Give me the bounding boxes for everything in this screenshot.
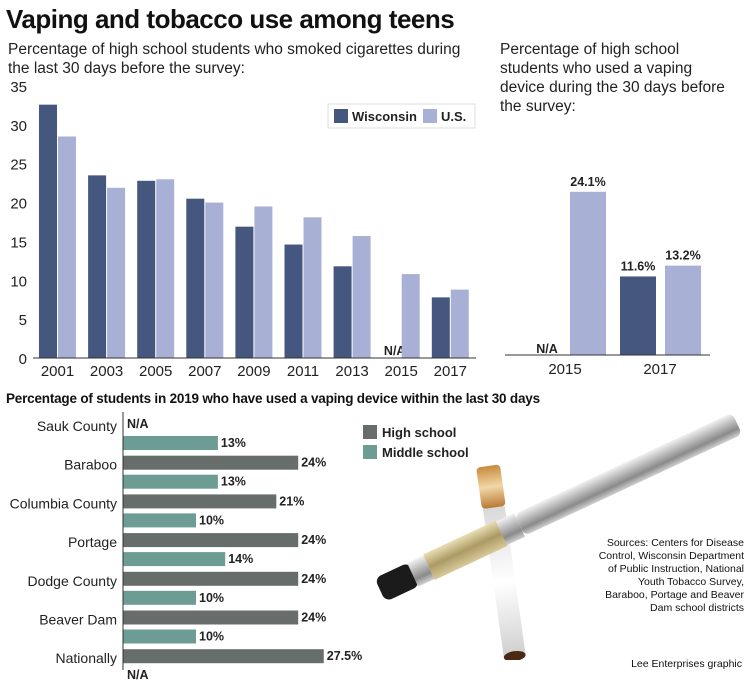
missing-label: N/A bbox=[127, 417, 149, 431]
bar-high-school-2 bbox=[123, 494, 277, 509]
bar-value-label: 24.1% bbox=[570, 175, 605, 189]
x-tick-label: 2009 bbox=[237, 363, 270, 380]
e-cigarette-photo bbox=[376, 414, 741, 660]
legend-swatch-us bbox=[423, 109, 437, 123]
bar-vaping-2017-0 bbox=[620, 276, 656, 355]
y-tick-label: 25 bbox=[10, 157, 27, 174]
bar-wisconsin-2009 bbox=[235, 226, 254, 358]
bar-value-label: 24% bbox=[301, 572, 326, 586]
x-tick-label: 2013 bbox=[335, 363, 368, 380]
bar-wisconsin-2007 bbox=[186, 198, 205, 358]
legend-label-middle-school: Middle school bbox=[382, 445, 469, 460]
bar-value-label: 27.5% bbox=[327, 649, 362, 663]
bar-value-label: 11.6% bbox=[621, 259, 656, 273]
bar-value-label: 14% bbox=[228, 552, 253, 566]
bar-value-label: 10% bbox=[199, 630, 224, 644]
x-tick-label: 2005 bbox=[139, 363, 172, 380]
bar-middle-school-4 bbox=[123, 590, 196, 605]
vaping-bar-chart: N/A 24.1% 2015 11.6% 13.2% 2017 bbox=[505, 175, 710, 378]
x-tick-label: 2017 bbox=[643, 361, 676, 378]
bar-middle-school-1 bbox=[123, 474, 218, 489]
category-label: Baraboo bbox=[64, 457, 117, 473]
category-label: Nationally bbox=[56, 650, 117, 666]
missing-label: N/A bbox=[127, 668, 149, 682]
y-tick-label: 20 bbox=[10, 196, 27, 213]
bar-us-2015 bbox=[401, 274, 420, 358]
category-label: Columbia County bbox=[10, 495, 117, 511]
y-tick-label: 5 bbox=[19, 312, 27, 329]
page-title: Vaping and tobacco use among teens bbox=[6, 4, 455, 34]
bar-value-label: 24% bbox=[301, 456, 326, 470]
x-tick-label: 2015 bbox=[385, 363, 418, 380]
bar-value-label: 13.2% bbox=[665, 249, 700, 263]
legend-swatch-middle-school bbox=[363, 445, 377, 459]
bar-wisconsin-2003 bbox=[88, 175, 107, 358]
legend-swatch-high-school bbox=[363, 425, 377, 439]
bar-wisconsin-2013 bbox=[333, 266, 352, 358]
bar-wisconsin-2001 bbox=[39, 104, 57, 358]
bar-value-label: 13% bbox=[221, 475, 246, 489]
legend-box bbox=[327, 103, 476, 129]
bar-high-school-1 bbox=[123, 455, 299, 470]
bar-us-2013 bbox=[352, 235, 371, 358]
y-tick-label: 0 bbox=[19, 351, 27, 368]
credit-note: Lee Enterprises graphic bbox=[631, 658, 742, 670]
bar-value-label: 21% bbox=[279, 494, 304, 508]
bar-us-2001 bbox=[58, 136, 76, 358]
cigarette-bar-chart: 0 5 10 15 20 25 30 35 2001 2003 2005 2007 2009 2011 20… bbox=[10, 79, 476, 380]
y-tick-label: 10 bbox=[10, 273, 27, 290]
x-tick-label: 2001 bbox=[41, 363, 74, 380]
y-tick-label: 35 bbox=[10, 79, 27, 96]
bar-us-2007 bbox=[205, 202, 224, 358]
bar-us-2011 bbox=[303, 217, 322, 358]
county-bar-chart: Sauk County N/A 13% Baraboo 24% 13% Columbia C… bbox=[10, 412, 469, 682]
missing-label: N/A bbox=[536, 342, 558, 356]
bar-high-school-6 bbox=[123, 649, 324, 664]
bar-middle-school-0 bbox=[123, 436, 218, 450]
county-chart-title: Percentage of students in 2019 who have … bbox=[6, 391, 540, 406]
x-tick-label: 2017 bbox=[434, 363, 467, 380]
missing-label: N/A bbox=[384, 344, 406, 358]
bar-value-label: 10% bbox=[199, 591, 224, 605]
sources-note: Sources: Centers for Disease Control, Wi… bbox=[598, 537, 744, 614]
bar-high-school-4 bbox=[123, 571, 299, 586]
bar-us-2005 bbox=[156, 179, 175, 358]
cigarette-chart-title: Percentage of high school students who s… bbox=[8, 41, 461, 77]
x-tick-label: 2007 bbox=[188, 363, 221, 380]
bar-middle-school-2 bbox=[123, 513, 196, 528]
bar-wisconsin-2017 bbox=[431, 297, 450, 358]
bar-wisconsin-2011 bbox=[284, 244, 303, 358]
bar-value-label: 24% bbox=[301, 533, 326, 547]
bar-vaping-2017-1 bbox=[665, 265, 701, 355]
category-label: Dodge County bbox=[27, 573, 117, 589]
bar-us-2009 bbox=[254, 206, 273, 358]
bar-us-2017 bbox=[450, 289, 469, 358]
bar-middle-school-5 bbox=[123, 629, 196, 644]
x-tick-label: 2003 bbox=[90, 363, 123, 380]
bar-value-label: 10% bbox=[199, 513, 224, 527]
legend-label-wisconsin: Wisconsin bbox=[352, 109, 417, 124]
bar-high-school-3 bbox=[123, 533, 299, 548]
x-tick-label: 2011 bbox=[287, 363, 319, 380]
category-label: Portage bbox=[68, 534, 117, 550]
legend-swatch-wisconsin bbox=[334, 109, 348, 123]
x-tick-label: 2015 bbox=[548, 361, 581, 378]
bar-value-label: 13% bbox=[221, 436, 246, 450]
bar-value-label: 24% bbox=[301, 611, 326, 625]
bar-high-school-5 bbox=[123, 610, 299, 625]
y-tick-label: 30 bbox=[10, 118, 27, 135]
y-tick-label: 15 bbox=[10, 234, 27, 251]
category-label: Sauk County bbox=[37, 418, 117, 434]
category-label: Beaver Dam bbox=[39, 612, 117, 628]
bar-middle-school-3 bbox=[123, 552, 226, 567]
legend-label-us: U.S. bbox=[441, 109, 466, 124]
bar-us-2003 bbox=[107, 187, 126, 358]
legend-label-high-school: High school bbox=[382, 425, 456, 440]
bar-wisconsin-2005 bbox=[137, 180, 156, 358]
vaping-chart-title: Percentage of high school students who u… bbox=[500, 41, 725, 115]
bar-vaping-2015-1 bbox=[570, 191, 606, 355]
